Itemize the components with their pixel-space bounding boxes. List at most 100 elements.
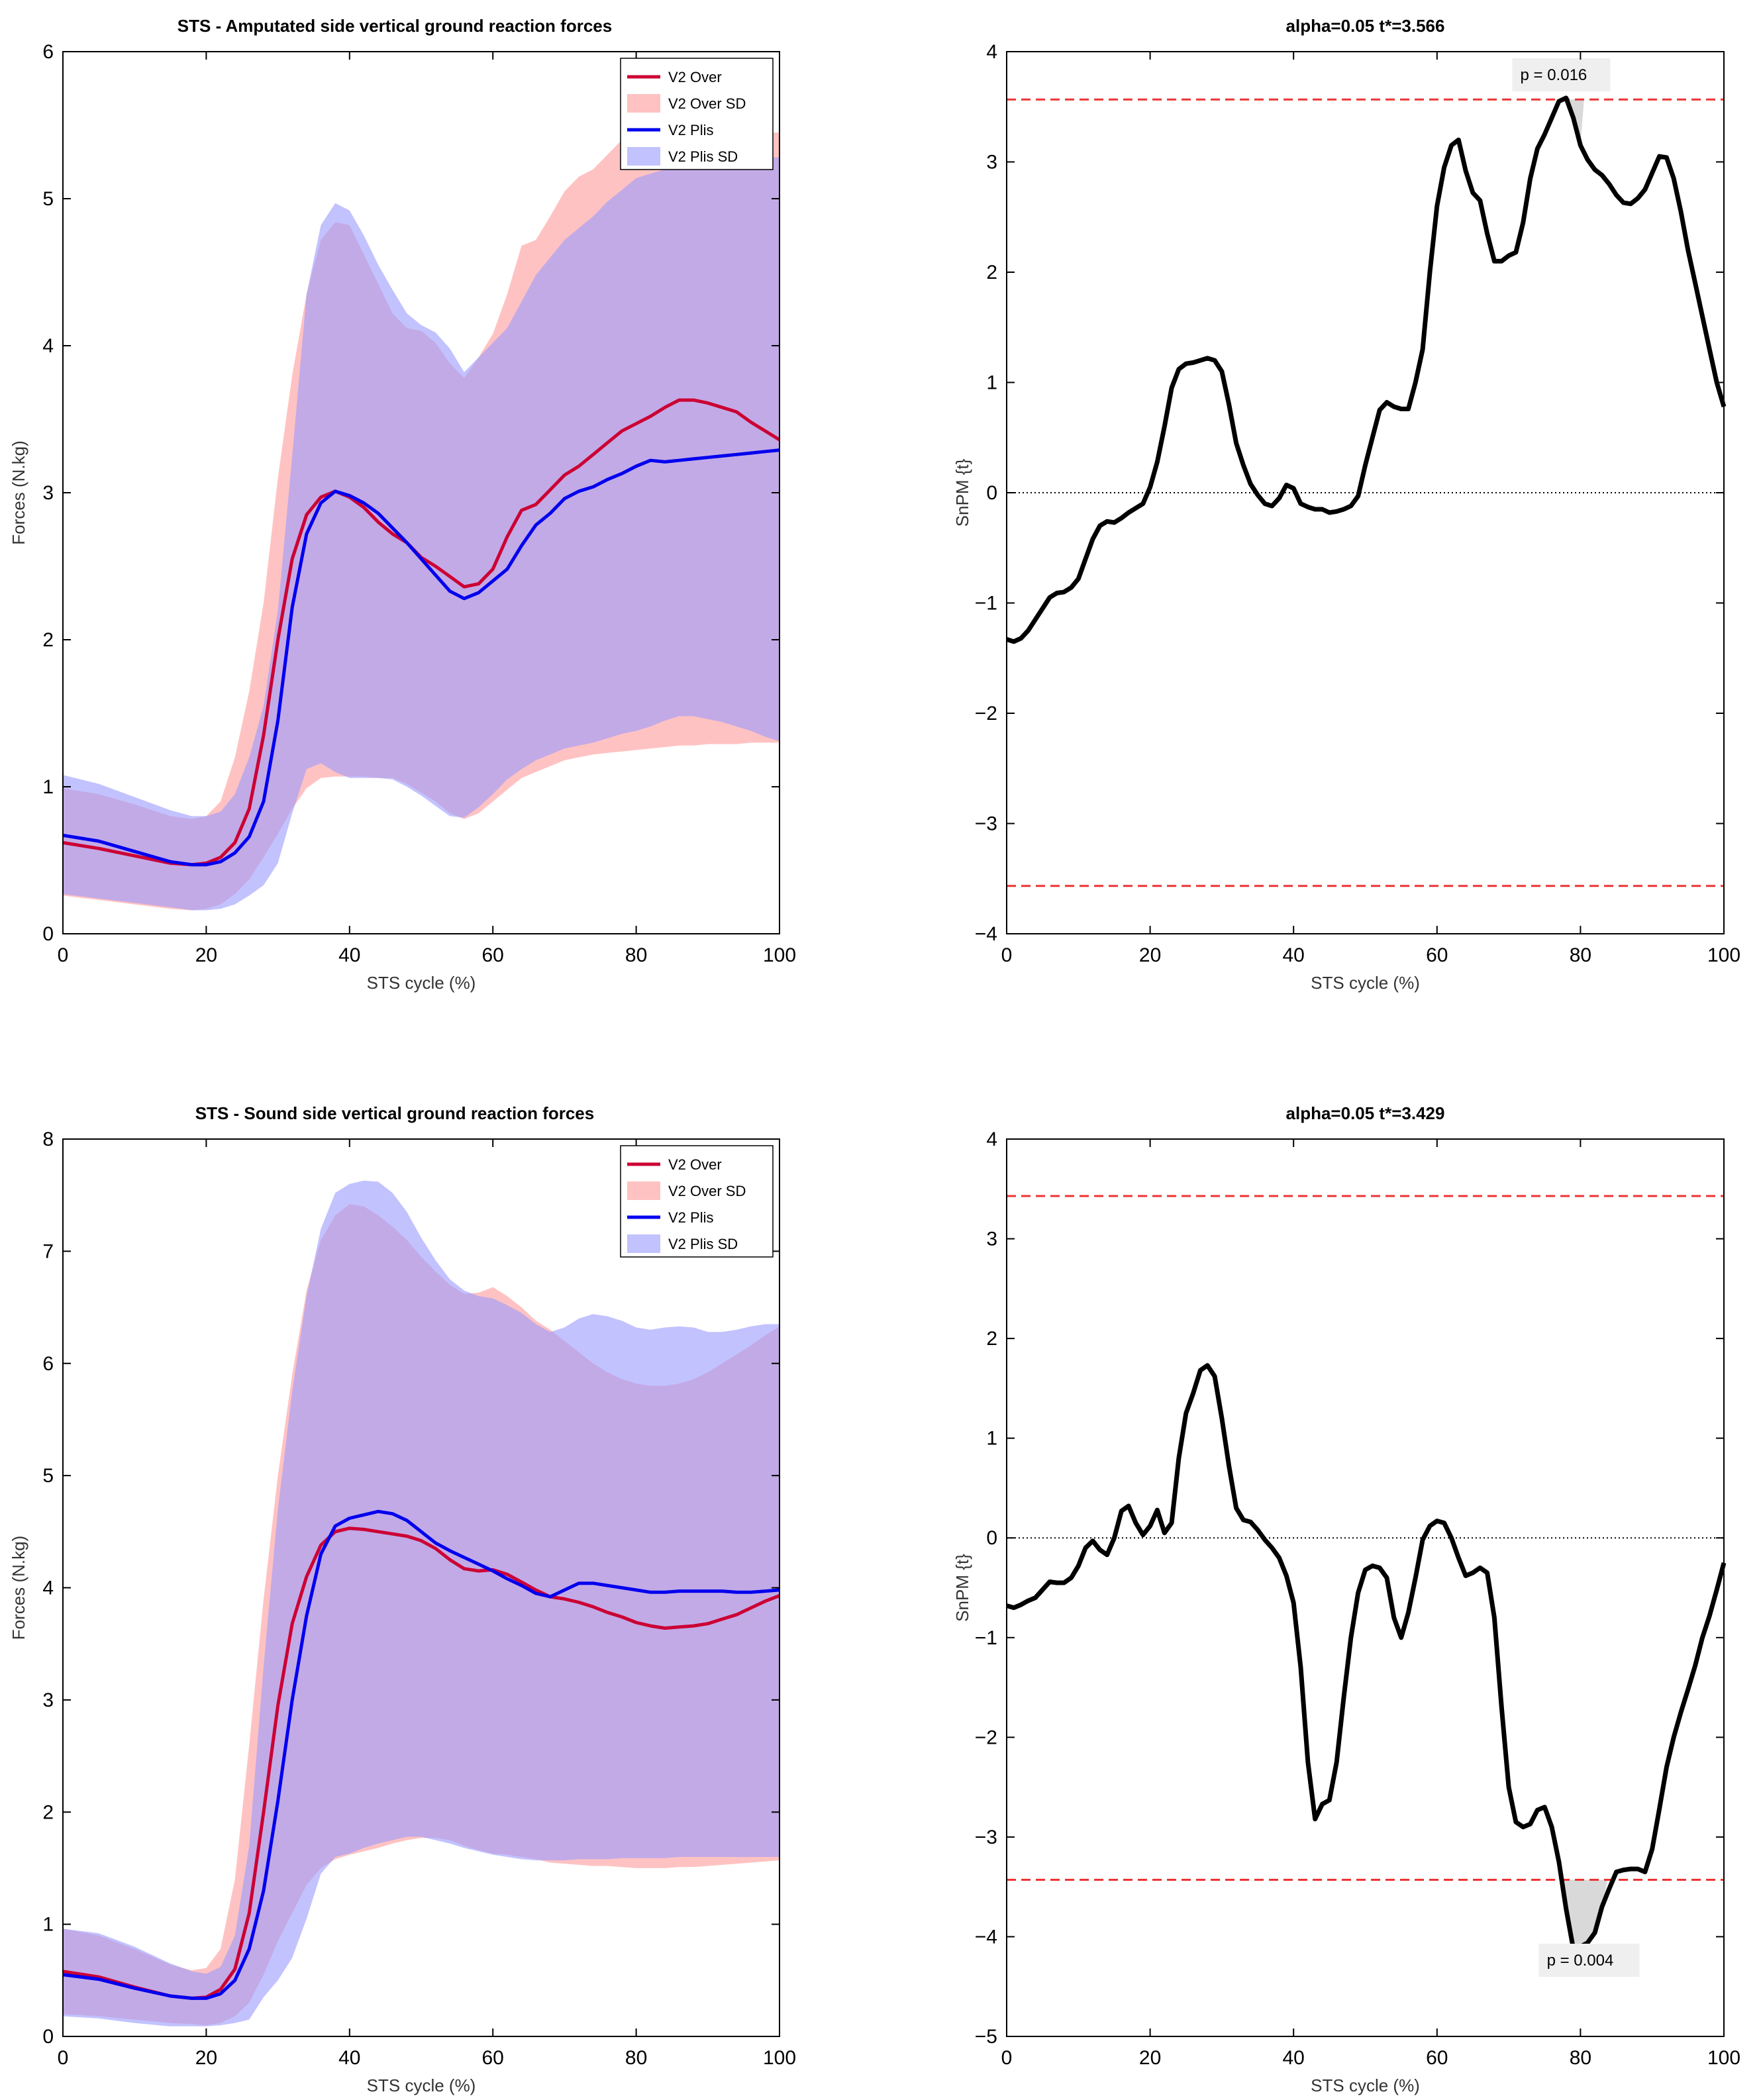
legend: V2 Over V2 Over SD V2 Plis V2 Plis SD [620,58,774,170]
x-tick-label: 0 [58,944,69,966]
y-tick-label: 3 [42,1689,54,1711]
y-tick-label: 1 [42,1914,54,1936]
x-tick-label: 80 [1570,2047,1591,2069]
chart-title: STS - Amputated side vertical ground rea… [177,16,612,36]
y-tick-label: −3 [975,1826,997,1848]
chart-title: alpha=0.05 t*=3.429 [1286,1103,1445,1123]
y-tick-label: 7 [42,1240,54,1262]
p-value-label: p = 0.016 [1521,66,1587,84]
y-tick-label: −2 [975,703,997,725]
x-tick-label: 40 [1283,944,1305,966]
y-tick-label: 3 [986,1228,997,1250]
y-axis-label: Forces (N.kg) [9,440,28,544]
y-tick-label: −4 [975,923,997,945]
y-tick-label: −4 [975,1926,997,1948]
x-tick-label: 20 [1139,944,1161,966]
legend-swatch-patch [627,1181,660,1200]
sd-band-v2-plis [63,157,780,911]
legend-entry: V2 Plis [668,1209,713,1226]
y-tick-label: −1 [975,1627,997,1649]
y-tick-label: −1 [975,593,997,615]
x-tick-label: 100 [763,944,796,966]
chart-panel-3: STS - Sound side vertical ground reactio… [9,1103,796,2095]
y-tick-label: 3 [986,152,997,174]
x-tick-label: 40 [1283,2047,1305,2069]
x-tick-label: 60 [482,944,504,966]
y-tick-label: 2 [42,629,54,651]
mean-line-v2-plis [62,1509,780,2000]
x-axis-label: STS cycle (%) [1311,2075,1420,2095]
t-statistic-line [1006,1363,1727,1951]
y-tick-label: 3 [42,482,54,504]
y-tick-label: 2 [986,1328,997,1350]
x-tick-label: 0 [1001,2047,1013,2069]
y-tick-label: 4 [986,1128,997,1150]
y-tick-label: 0 [42,2026,54,2048]
x-tick-label: 40 [338,944,360,966]
x-axis-label: STS cycle (%) [1311,973,1420,993]
x-tick-label: 80 [625,2047,647,2069]
y-tick-label: 5 [42,188,54,210]
y-tick-label: 4 [42,335,54,357]
y-tick-label: 4 [986,41,997,63]
legend-swatch-patch [627,147,660,166]
x-tick-label: 20 [195,2047,217,2069]
y-axis-label: Forces (N.kg) [9,1536,28,1640]
x-tick-label: 0 [58,2047,69,2069]
p-value-label: p = 0.004 [1547,1952,1614,1970]
mean-line-v2-over [62,1526,780,2000]
y-tick-label: 2 [986,262,997,283]
y-tick-label: −3 [975,813,997,835]
p-value-box [1538,1943,1640,1977]
y-tick-label: −5 [975,2026,997,2048]
x-tick-label: 80 [625,944,647,966]
legend-entry: V2 Plis SD [668,148,738,165]
x-tick-label: 20 [195,944,217,966]
y-tick-label: 2 [42,1801,54,1823]
y-tick-label: 4 [42,1577,54,1599]
x-tick-label: 40 [338,2047,360,2069]
mean-line-v2-over [62,398,781,867]
chart-panel-1: STS - Amputated side vertical ground rea… [9,16,796,993]
y-tick-label: −2 [975,1726,997,1748]
x-tick-label: 100 [1707,944,1740,966]
x-tick-label: 60 [482,2047,504,2069]
legend: V2 Over V2 Over SD V2 Plis V2 Plis SD [620,1145,774,1258]
y-tick-label: 1 [986,1428,997,1450]
axes-frame [1006,1138,1725,2037]
legend-entry: V2 Over [668,1156,722,1173]
sd-band-v2-plis [63,1180,780,2026]
legend-entry: V2 Plis [668,122,713,138]
y-tick-label: 1 [42,776,54,798]
chart-title: alpha=0.05 t*=3.566 [1286,16,1445,36]
t-statistic-line [1005,95,1727,644]
p-value-box [1512,58,1611,91]
y-tick-label: 6 [42,1353,54,1375]
x-tick-label: 20 [1139,2047,1161,2069]
x-axis-label: STS cycle (%) [367,2075,476,2095]
chart-title: STS - Sound side vertical ground reactio… [195,1103,594,1123]
y-tick-label: 0 [986,1527,997,1549]
x-tick-label: 100 [1707,2047,1740,2069]
x-axis-label: STS cycle (%) [367,973,476,993]
x-tick-label: 80 [1570,944,1591,966]
mean-line-v2-plis [62,448,780,867]
y-axis-label: SnPM {t} [952,458,972,526]
legend-entry: V2 Over SD [668,95,746,112]
x-tick-label: 100 [763,2047,796,2069]
x-tick-label: 0 [1001,944,1013,966]
legend-entry: V2 Over [668,69,722,85]
legend-swatch-patch [627,1234,660,1253]
y-axis-label: SnPM {t} [952,1554,972,1622]
y-tick-label: 5 [42,1465,54,1487]
x-tick-label: 60 [1426,944,1448,966]
chart-panel-2: alpha=0.05 t*=3.566 p = 0.016 0 20 40 60 80 100… [952,16,1740,993]
y-tick-label: 8 [42,1128,54,1150]
legend-entry: V2 Plis SD [668,1236,738,1252]
x-tick-label: 60 [1426,2047,1448,2069]
y-tick-label: 0 [42,923,54,945]
y-tick-label: 6 [42,41,54,63]
y-tick-label: 1 [986,372,997,394]
